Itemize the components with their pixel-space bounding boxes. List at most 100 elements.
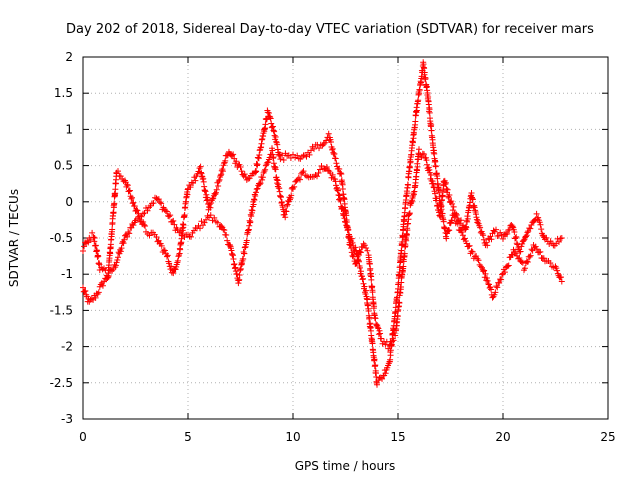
- data-point: [445, 194, 452, 201]
- data-point: [112, 262, 119, 269]
- data-point: [89, 229, 96, 236]
- data-point: [274, 146, 281, 153]
- y-tick-label: 0.5: [54, 159, 73, 173]
- data-point: [287, 195, 294, 202]
- data-point: [117, 248, 124, 255]
- data-point: [246, 175, 253, 182]
- y-tick-label: -2: [61, 340, 73, 354]
- x-tick-label: 10: [285, 430, 300, 444]
- chart-title: Day 202 of 2018, Sidereal Day-to-day VTE…: [66, 22, 594, 37]
- data-point: [158, 200, 165, 207]
- data-point: [512, 250, 519, 257]
- data-point: [92, 242, 99, 249]
- data-point: [164, 253, 170, 260]
- y-axis-label: SDTVAR / TECUs: [7, 189, 21, 287]
- x-tick-label: 15: [390, 430, 405, 444]
- data-point: [213, 189, 219, 196]
- data-point: [482, 270, 489, 277]
- data-point: [504, 263, 511, 270]
- data-point: [338, 170, 345, 177]
- data-point: [272, 166, 279, 173]
- data-point: [468, 248, 475, 255]
- data-point: [400, 263, 407, 270]
- x-tick-label: 5: [184, 430, 192, 444]
- data-point: [144, 207, 151, 214]
- data-point: [217, 172, 224, 179]
- data-point: [219, 168, 226, 175]
- data-point: [520, 237, 527, 244]
- data-point: [126, 188, 133, 195]
- data-point: [500, 235, 506, 242]
- data-point: [372, 362, 379, 369]
- data-point: [211, 214, 218, 221]
- data-point: [252, 192, 259, 199]
- data-point: [511, 229, 518, 236]
- data-point: [267, 115, 274, 122]
- data-point: [327, 138, 334, 145]
- data-point: [453, 212, 460, 219]
- data-point: [264, 109, 271, 116]
- y-tick-label: -3: [61, 412, 73, 426]
- data-point: [96, 261, 103, 268]
- data-point: [440, 218, 447, 225]
- data-point: [197, 163, 204, 170]
- data-point: [243, 237, 250, 244]
- data-point: [533, 210, 540, 217]
- data-point: [181, 212, 188, 219]
- data-point: [496, 279, 503, 286]
- data-point: [526, 225, 533, 232]
- data-point: [364, 247, 371, 254]
- data-point: [311, 145, 317, 152]
- data-point: [291, 183, 298, 190]
- data-point: [174, 257, 181, 264]
- data-point: [479, 230, 486, 237]
- data-point: [164, 252, 171, 259]
- data-point: [141, 221, 148, 228]
- data-point: [252, 189, 259, 196]
- data-point: [357, 264, 363, 271]
- y-tick-label: 1.5: [54, 86, 73, 100]
- data-point: [375, 331, 382, 338]
- data-point: [241, 250, 248, 257]
- data-point: [528, 221, 535, 228]
- data-point: [537, 221, 544, 228]
- data-point: [460, 222, 467, 229]
- data-point: [316, 145, 323, 152]
- data-point: [315, 169, 322, 176]
- data-point: [371, 356, 378, 363]
- data-point: [415, 97, 422, 104]
- data-point: [218, 171, 225, 178]
- data-point: [99, 266, 106, 273]
- data-point: [125, 228, 132, 235]
- data-point: [92, 294, 99, 301]
- data-point: [166, 213, 173, 220]
- data-point: [423, 157, 430, 164]
- data-point: [297, 176, 303, 183]
- data-point: [558, 278, 565, 285]
- data-point: [167, 212, 174, 219]
- data-point: [265, 109, 272, 116]
- data-point: [412, 118, 419, 125]
- data-point: [153, 234, 160, 241]
- data-point: [516, 254, 523, 261]
- data-point: [453, 210, 460, 217]
- data-point: [281, 211, 288, 218]
- data-point: [508, 251, 515, 258]
- data-point: [318, 163, 325, 170]
- y-tick-label: 0: [65, 195, 73, 209]
- data-point: [128, 195, 135, 202]
- data-point: [256, 181, 263, 188]
- data-point: [477, 263, 484, 270]
- data-point: [246, 222, 253, 229]
- data-point: [382, 370, 389, 377]
- data-point: [216, 176, 223, 183]
- data-point: [117, 173, 124, 180]
- data-point: [425, 164, 432, 171]
- data-point: [134, 207, 141, 214]
- data-point: [162, 207, 169, 214]
- data-point: [442, 181, 449, 188]
- data-point: [88, 295, 95, 302]
- data-point: [142, 223, 149, 230]
- data-point: [434, 175, 441, 182]
- data-point: [454, 215, 461, 222]
